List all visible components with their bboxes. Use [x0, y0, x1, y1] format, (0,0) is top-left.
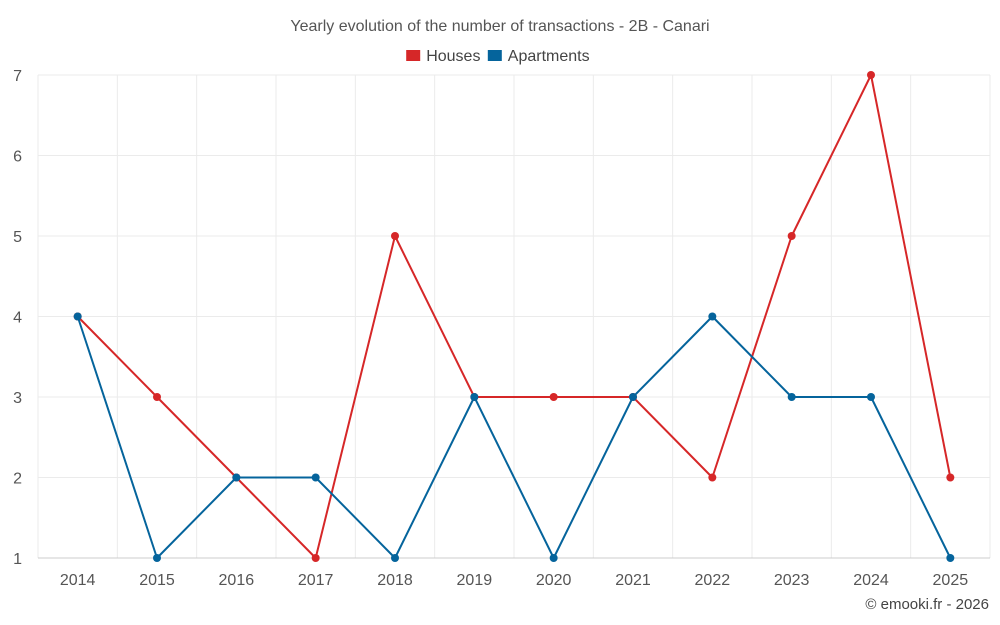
- x-tick-label: 2021: [615, 572, 651, 589]
- y-tick-label: 4: [13, 310, 22, 327]
- y-axis: 1 2 3 4 5 6 7: [13, 68, 22, 568]
- data-point-apartments[interactable]: [311, 473, 320, 482]
- x-tick-label: 2014: [60, 572, 96, 589]
- credit-text: © emooki.fr - 2026: [865, 596, 989, 613]
- x-tick-label: 2022: [695, 572, 731, 589]
- data-point-houses[interactable]: [311, 554, 320, 562]
- y-tick-label: 6: [13, 149, 22, 166]
- data-point-apartments[interactable]: [708, 312, 717, 321]
- legend-label: Apartments: [508, 48, 590, 65]
- legend-swatch: [487, 50, 502, 61]
- data-point-apartments[interactable]: [73, 312, 82, 321]
- x-axis: 2014 2015 2016 2017 2018 2019 2020 2021 2022 2023…: [38, 557, 990, 589]
- data-point-houses[interactable]: [708, 473, 717, 482]
- x-tick-label: 2019: [457, 572, 493, 589]
- x-tick-label: 2023: [774, 572, 810, 589]
- legend-item-apartments[interactable]: Apartments: [487, 48, 590, 65]
- data-point-apartments[interactable]: [232, 473, 241, 482]
- legend-label: Houses: [426, 48, 480, 65]
- y-tick-label: 5: [13, 229, 22, 246]
- series-group: [73, 71, 955, 562]
- series-line-houses: [76, 74, 952, 559]
- data-point-apartments[interactable]: [629, 393, 637, 401]
- y-tick-label: 7: [13, 68, 22, 85]
- legend: Houses Apartments: [406, 48, 590, 65]
- x-tick-label: 2015: [139, 572, 175, 589]
- data-point-houses[interactable]: [946, 473, 955, 482]
- data-point-houses[interactable]: [549, 393, 558, 401]
- x-tick-label: 2017: [298, 572, 334, 589]
- gridlines: [37, 74, 991, 558]
- y-tick-label: 2: [13, 471, 22, 488]
- data-point-houses[interactable]: [391, 232, 399, 240]
- data-point-houses[interactable]: [787, 232, 796, 240]
- data-point-apartments[interactable]: [867, 393, 875, 401]
- x-tick-label: 2024: [853, 572, 889, 589]
- data-point-houses[interactable]: [867, 71, 875, 79]
- data-point-apartments[interactable]: [391, 554, 399, 562]
- x-tick-label: 2016: [219, 572, 255, 589]
- y-tick-label: 1: [13, 551, 22, 568]
- x-tick-label: 2018: [377, 572, 413, 589]
- legend-item-houses[interactable]: Houses: [406, 48, 480, 65]
- series-line-apartments: [76, 315, 952, 559]
- data-point-houses[interactable]: [153, 393, 161, 401]
- legend-swatch: [406, 50, 421, 61]
- data-point-apartments[interactable]: [153, 554, 161, 562]
- x-tick-label: 2020: [536, 572, 572, 589]
- data-point-apartments[interactable]: [470, 393, 479, 401]
- data-point-apartments[interactable]: [549, 554, 558, 562]
- x-tick-label: 2025: [933, 572, 969, 589]
- y-tick-label: 3: [13, 390, 22, 407]
- chart-title: Yearly evolution of the number of transa…: [290, 18, 709, 35]
- data-point-apartments[interactable]: [787, 393, 796, 401]
- data-point-apartments[interactable]: [946, 554, 955, 562]
